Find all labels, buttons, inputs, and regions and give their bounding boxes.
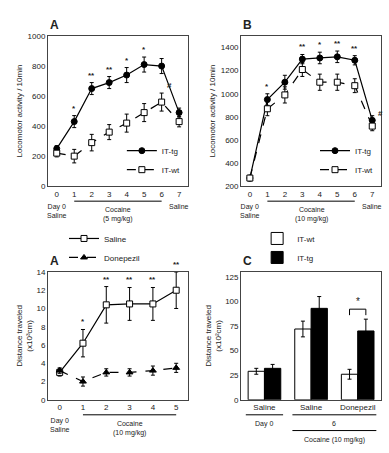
- svg-text:Cocaine(10 mg/kg): Cocaine(10 mg/kg): [113, 420, 146, 437]
- svg-text:Cocaine(10 mg/kg): Cocaine(10 mg/kg): [295, 206, 328, 223]
- svg-text:Locomotor activity / 10min: Locomotor activity / 10min: [208, 65, 217, 158]
- svg-text:*: *: [356, 296, 360, 307]
- svg-text:Saline: Saline: [362, 203, 382, 210]
- svg-text:0: 0: [248, 190, 253, 199]
- svg-text:Distance traveled(x10²cm): Distance traveled(x10²cm): [204, 305, 223, 367]
- svg-text:Saline: Saline: [253, 403, 276, 412]
- svg-text:4: 4: [124, 190, 129, 199]
- svg-text:Saline: Saline: [104, 235, 127, 244]
- svg-text:Locomotor activity / 10min: Locomotor activity / 10min: [15, 65, 24, 158]
- svg-text:7: 7: [177, 190, 182, 199]
- svg-text:7: 7: [370, 190, 375, 199]
- svg-text:A: A: [50, 18, 59, 32]
- svg-text:Donepezil: Donepezil: [340, 403, 376, 412]
- svg-text:**: **: [149, 275, 156, 284]
- svg-text:1400: 1400: [221, 43, 239, 52]
- svg-text:5: 5: [335, 190, 340, 199]
- svg-text:800: 800: [32, 62, 46, 71]
- svg-text:2: 2: [104, 403, 109, 412]
- svg-text:75: 75: [230, 322, 239, 331]
- svg-text:IT-tg: IT-tg: [162, 147, 178, 156]
- svg-text:Donepezil: Donepezil: [104, 254, 140, 263]
- svg-text:800: 800: [225, 113, 239, 122]
- svg-text:IT-tg: IT-tg: [355, 147, 371, 156]
- svg-text:12: 12: [36, 286, 45, 295]
- svg-text:400: 400: [32, 122, 46, 131]
- svg-text:*: *: [265, 82, 269, 91]
- svg-text:5: 5: [174, 403, 179, 412]
- svg-text:25: 25: [230, 371, 239, 380]
- svg-text:200: 200: [225, 182, 239, 191]
- svg-text:14: 14: [36, 268, 45, 277]
- svg-text:**: **: [334, 39, 341, 48]
- svg-text:3: 3: [107, 190, 112, 199]
- svg-text:6: 6: [41, 341, 46, 350]
- svg-text:C: C: [243, 254, 252, 268]
- svg-text:600: 600: [32, 92, 46, 101]
- svg-text:**: **: [106, 65, 113, 74]
- svg-text:6: 6: [353, 190, 358, 199]
- svg-text:200: 200: [32, 152, 46, 161]
- svg-text:4: 4: [151, 403, 156, 412]
- svg-text:*: *: [81, 317, 85, 326]
- svg-text:1000: 1000: [28, 32, 46, 41]
- svg-text:Day 0Saline: Day 0Saline: [47, 203, 67, 219]
- svg-text:Cocaine (10 mg/kg): Cocaine (10 mg/kg): [304, 436, 365, 444]
- svg-text:*: *: [142, 45, 146, 54]
- svg-text:4: 4: [318, 190, 323, 199]
- svg-text:**: **: [299, 42, 306, 51]
- svg-text:IT-tg: IT-tg: [297, 254, 313, 263]
- svg-text:**: **: [351, 44, 358, 53]
- svg-text:4: 4: [41, 359, 46, 368]
- svg-text:*: *: [72, 104, 76, 113]
- svg-text:Day 0Saline: Day 0Saline: [50, 417, 70, 433]
- svg-text:Saline: Saline: [169, 203, 189, 210]
- svg-text:0: 0: [55, 190, 60, 199]
- svg-text:6: 6: [332, 420, 336, 427]
- svg-text:10: 10: [36, 304, 45, 313]
- svg-text:Day 0: Day 0: [255, 420, 273, 428]
- svg-text:1200: 1200: [221, 66, 239, 75]
- svg-text:#: #: [167, 81, 172, 90]
- svg-text:Day 0Saline: Day 0Saline: [240, 203, 260, 219]
- svg-text:**: **: [88, 71, 95, 80]
- svg-text:5: 5: [142, 190, 147, 199]
- svg-text:*: *: [318, 40, 322, 49]
- svg-text:6: 6: [159, 190, 164, 199]
- svg-text:600: 600: [225, 136, 239, 145]
- svg-text:Distance traveled(x10³cm): Distance traveled(x10³cm): [15, 305, 34, 367]
- svg-text:1: 1: [265, 190, 270, 199]
- svg-text:125: 125: [225, 273, 239, 282]
- svg-text:2: 2: [89, 190, 94, 199]
- svg-text:**: **: [103, 275, 110, 284]
- svg-text:2: 2: [41, 377, 46, 386]
- svg-text:#: #: [378, 109, 383, 118]
- svg-text:1000: 1000: [221, 90, 239, 99]
- svg-text:Saline: Saline: [300, 403, 323, 412]
- svg-text:Cocaine(5 mg/kg): Cocaine(5 mg/kg): [103, 206, 133, 223]
- svg-text:0: 0: [41, 182, 46, 191]
- svg-text:**: **: [126, 275, 133, 284]
- svg-text:0: 0: [57, 403, 62, 412]
- svg-text:3: 3: [127, 403, 132, 412]
- svg-text:IT-wt: IT-wt: [162, 166, 180, 175]
- svg-text:3: 3: [300, 190, 305, 199]
- svg-text:*: *: [125, 56, 129, 65]
- svg-text:A: A: [50, 254, 59, 268]
- svg-text:1: 1: [72, 190, 77, 199]
- svg-text:2: 2: [283, 190, 288, 199]
- svg-text:0: 0: [234, 396, 239, 405]
- svg-text:8: 8: [41, 323, 46, 332]
- svg-text:400: 400: [225, 159, 239, 168]
- svg-text:B: B: [243, 18, 252, 32]
- svg-text:0: 0: [41, 396, 46, 405]
- svg-text:100: 100: [225, 297, 239, 306]
- svg-text:50: 50: [230, 346, 239, 355]
- svg-text:IT-wt: IT-wt: [355, 166, 373, 175]
- svg-text:IT-wt: IT-wt: [297, 235, 315, 244]
- svg-text:1: 1: [81, 403, 86, 412]
- svg-text:**: **: [173, 260, 180, 269]
